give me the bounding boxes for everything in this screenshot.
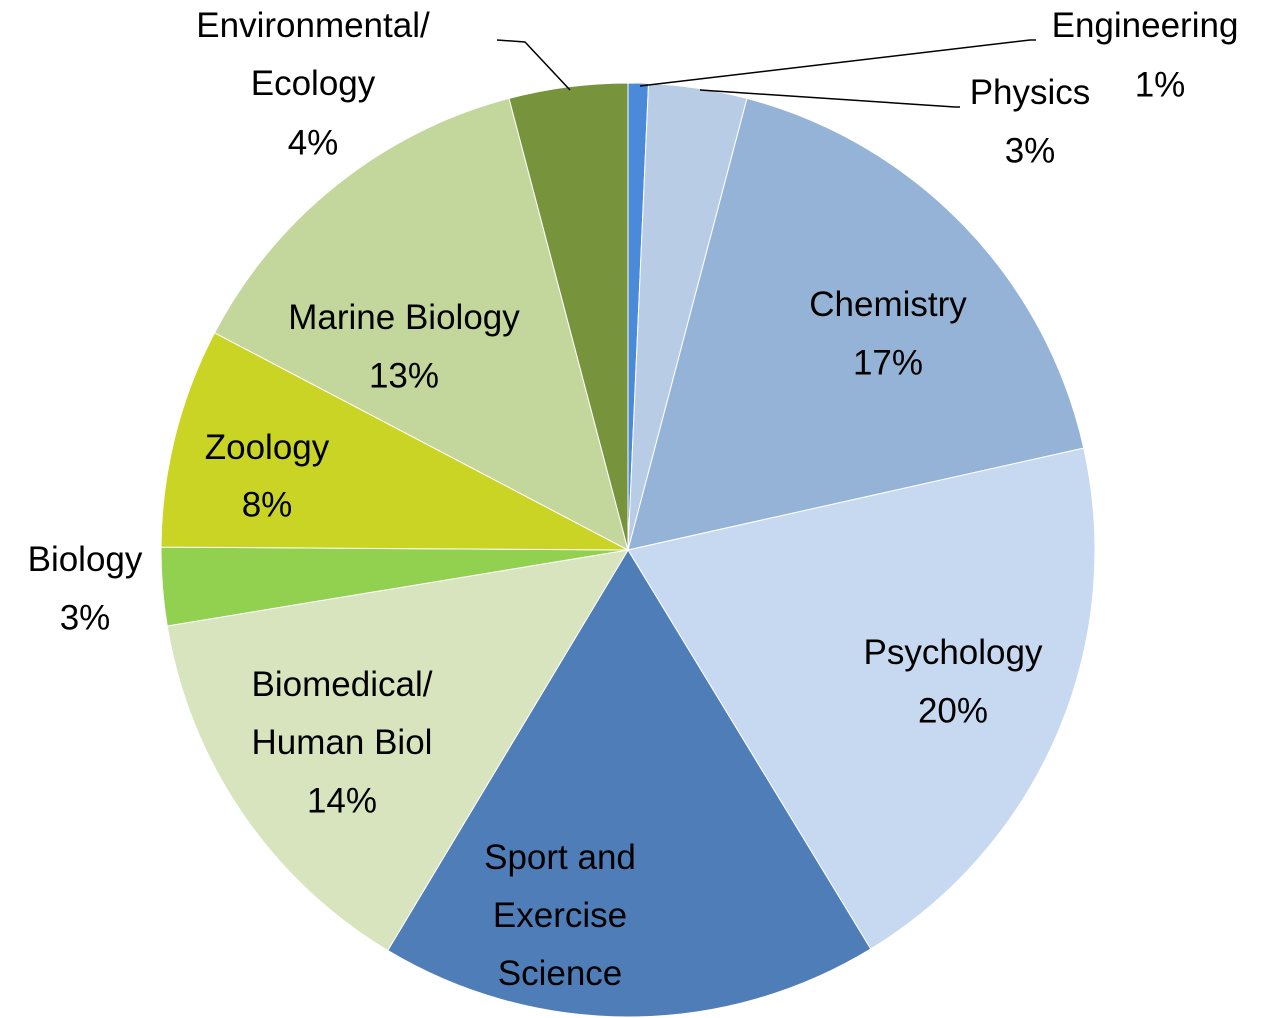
leader-line — [639, 39, 1036, 87]
pie-slice — [387, 549, 872, 1018]
slice-label: Physics — [970, 73, 1091, 112]
value-label: 14% — [307, 781, 377, 820]
pie-slice — [213, 97, 629, 551]
slice-label: Marine Biology — [288, 298, 520, 337]
value-label: 4% — [288, 123, 339, 162]
pie-slice — [160, 332, 629, 551]
pie-slice — [627, 447, 1096, 950]
slice-label: Biomedical/Human Biol — [252, 665, 433, 762]
value-label: 3% — [1005, 131, 1056, 170]
slice-label: Engineering — [1052, 6, 1239, 45]
slice-label: Zoology — [205, 428, 330, 467]
slice-label: Chemistry — [809, 285, 967, 324]
leader-line — [496, 39, 571, 91]
pie-slice — [166, 549, 629, 952]
value-label: 13% — [369, 356, 439, 395]
value-label: 3% — [60, 598, 111, 637]
slice-label: Psychology — [864, 633, 1043, 672]
value-label: 17% — [525, 1012, 595, 1018]
slice-label: Biology — [28, 540, 143, 579]
pie — [160, 82, 1096, 1018]
value-label: 8% — [242, 485, 293, 524]
labels: Engineering 1% Physics 3% Chemistry 17% Psycho… — [28, 6, 1239, 1018]
slice-label: Sport and Exercise Science — [484, 838, 636, 993]
value-label: 1% — [1135, 65, 1186, 104]
value-label: 20% — [918, 691, 988, 730]
leader-line — [699, 89, 960, 108]
slice-label: Environmental/Ecology — [196, 6, 430, 103]
value-label: 17% — [853, 343, 923, 382]
pie-slice — [627, 97, 1085, 551]
